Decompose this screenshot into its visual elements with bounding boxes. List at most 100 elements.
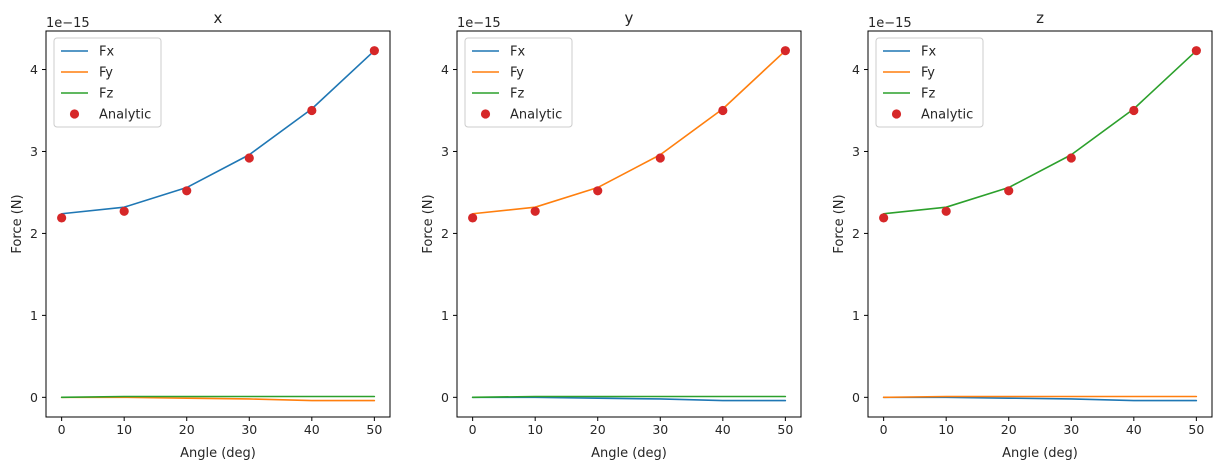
plot-marks [57,46,379,402]
panel-z: z Angle (deg) Force (N) 1e−15 0 10 20 30 40 5… [832,9,1213,461]
analytic-point [369,46,379,56]
analytic-point [307,105,317,116]
analytic-point [718,105,728,116]
series-line-fy [471,49,787,215]
axis-ticks: 0 10 20 30 40 50 0 1 2 3 4 [441,62,793,437]
analytic-point [1191,46,1201,56]
legend-label: Fy [921,66,935,81]
legend-label: Analytic [99,108,151,123]
y-tick-label: 1 [30,308,38,323]
panel-y: y Angle (deg) Force (N) 1e−15 0 10 20 30 40 5… [421,9,802,461]
legend-label: Fx [99,45,114,60]
axis-ticks: 0 10 20 30 40 50 0 1 2 3 4 [852,62,1204,437]
y-scale-label: 1e−15 [868,16,912,31]
legend: Fx Fy Fz Analytic [875,37,984,128]
y-tick-label: 3 [852,144,860,159]
legend-swatch-analytic [891,109,902,119]
x-axis-label: Angle (deg) [180,446,256,461]
x-tick-label: 20 [590,422,606,437]
x-tick-label: 30 [1063,422,1079,437]
x-tick-label: 10 [116,422,132,437]
analytic-point [57,213,67,223]
panel-title: y [625,9,634,27]
x-tick-label: 30 [241,422,257,437]
x-tick-label: 20 [1001,422,1017,437]
series-line-fz [60,395,376,399]
legend-label: Fy [99,66,113,81]
analytic-point [879,213,889,223]
axes-frame [867,30,1213,418]
y-tick-label: 1 [441,308,449,323]
y-tick-label: 4 [852,62,860,77]
analytic-point [468,213,478,223]
x-tick-label: 40 [715,422,731,437]
y-tick-label: 3 [441,144,449,159]
analytic-point [780,46,790,56]
x-tick-label: 20 [179,422,195,437]
panel-title: x [214,9,223,27]
y-tick-label: 0 [441,390,449,405]
x-tick-label: 10 [938,422,954,437]
series-line-fz [882,49,1198,215]
analytic-point [655,153,665,163]
axis-ticks: 0 10 20 30 40 50 0 1 2 3 4 [30,62,382,437]
y-axis-label: Force (N) [832,194,847,253]
analytic-point [1129,105,1139,116]
analytic-point [530,206,540,216]
legend-box [875,37,984,128]
plot-marks [879,46,1201,402]
series-line-fy [882,395,1198,399]
axes-frame [45,30,391,418]
x-tick-label: 40 [1126,422,1142,437]
y-axis-label: Force (N) [10,194,25,253]
y-tick-label: 2 [441,226,449,241]
legend-label: Analytic [921,108,973,123]
analytic-point [244,153,254,163]
x-tick-label: 50 [777,422,793,437]
x-tick-label: 30 [652,422,668,437]
legend-box [53,37,162,128]
legend-label: Fy [510,66,524,81]
series-line-fz [471,395,787,399]
y-scale-label: 1e−15 [46,16,90,31]
analytic-point [1004,186,1014,196]
plot-marks [468,46,790,402]
legend-label: Fx [510,45,525,60]
legend: Fx Fy Fz Analytic [464,37,573,128]
y-scale-label: 1e−15 [457,16,501,31]
legend-label: Fz [99,87,113,102]
analytic-point [941,206,951,216]
legend-box [464,37,573,128]
x-axis-label: Angle (deg) [1002,446,1078,461]
y-tick-label: 2 [852,226,860,241]
legend-swatch-analytic [69,109,80,119]
analytic-point [593,186,603,196]
analytic-point [1066,153,1076,163]
legend: Fx Fy Fz Analytic [53,37,162,128]
x-tick-label: 0 [880,422,888,437]
y-tick-label: 0 [852,390,860,405]
x-tick-label: 50 [1188,422,1204,437]
x-tick-label: 40 [304,422,320,437]
panel-x: x Angle (deg) Force (N) 1e−15 0 10 20 30 40 5… [10,9,391,461]
analytic-point [119,206,129,216]
analytic-point [182,186,192,196]
x-tick-label: 0 [469,422,477,437]
y-axis-label: Force (N) [421,194,436,253]
legend-label: Analytic [510,108,562,123]
y-tick-label: 4 [441,62,449,77]
panel-title: z [1036,9,1044,27]
x-axis-label: Angle (deg) [591,446,667,461]
legend-label: Fx [921,45,936,60]
series-line-fx [60,49,376,215]
x-tick-label: 0 [58,422,66,437]
x-tick-label: 10 [527,422,543,437]
axes-frame [456,30,802,418]
y-tick-label: 0 [30,390,38,405]
y-tick-label: 3 [30,144,38,159]
legend-swatch-analytic [480,109,491,119]
y-tick-label: 1 [852,308,860,323]
y-tick-label: 2 [30,226,38,241]
